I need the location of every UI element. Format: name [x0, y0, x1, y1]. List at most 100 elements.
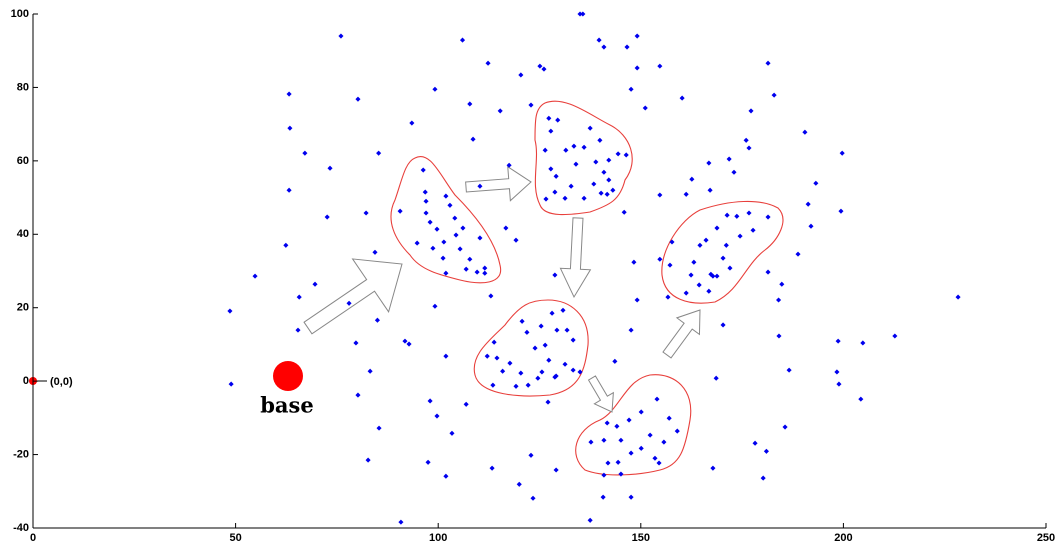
point [518, 72, 524, 78]
point [552, 189, 558, 195]
point [542, 147, 548, 153]
point [581, 144, 587, 150]
point [546, 115, 552, 121]
point [302, 150, 308, 156]
point [449, 430, 455, 436]
point [553, 467, 559, 473]
point [374, 317, 380, 323]
point [409, 120, 415, 126]
point [601, 169, 607, 175]
point [628, 450, 634, 456]
point [720, 322, 726, 328]
point [283, 242, 289, 248]
point [560, 307, 566, 313]
point [748, 108, 754, 114]
point [697, 242, 703, 248]
x-tick-label: 50 [229, 532, 241, 544]
point [683, 191, 689, 197]
point [860, 340, 866, 346]
point [355, 392, 361, 398]
point [707, 187, 713, 193]
flow-arrow [559, 217, 592, 299]
point [597, 137, 603, 143]
point [836, 381, 842, 387]
point [724, 212, 730, 218]
point [779, 281, 785, 287]
point [553, 173, 559, 179]
point [538, 323, 544, 329]
point [657, 63, 663, 69]
point [765, 214, 771, 220]
point [601, 44, 607, 50]
point [665, 294, 671, 300]
point [489, 465, 495, 471]
point [497, 108, 503, 114]
point [518, 370, 524, 376]
cluster-outline [473, 299, 589, 397]
point [805, 201, 811, 207]
point [440, 255, 446, 261]
point [776, 297, 782, 303]
point [228, 381, 234, 387]
flow-arrow [662, 309, 701, 359]
y-tick-label: 20 [17, 302, 29, 314]
point [835, 338, 841, 344]
point [519, 318, 525, 324]
point [530, 495, 536, 501]
point [460, 225, 466, 231]
point [500, 368, 506, 374]
point [554, 327, 560, 333]
point [402, 338, 408, 344]
point [562, 195, 568, 201]
point [503, 225, 509, 231]
point [623, 152, 629, 158]
point [545, 399, 551, 405]
point [482, 265, 488, 271]
point [463, 401, 469, 407]
point [604, 191, 610, 197]
point [563, 147, 569, 153]
point [452, 215, 458, 221]
y-tick-label: 60 [17, 155, 29, 167]
point [543, 196, 549, 202]
point [447, 202, 453, 208]
point [634, 33, 640, 39]
point [654, 396, 660, 402]
point [420, 167, 426, 173]
point [606, 177, 612, 183]
point [549, 310, 555, 316]
point [606, 157, 612, 163]
point [604, 420, 610, 426]
point [432, 303, 438, 309]
point [432, 86, 438, 92]
point [252, 273, 258, 279]
point [516, 481, 522, 487]
point [838, 208, 844, 214]
point [324, 214, 330, 220]
point [765, 60, 771, 66]
point [494, 355, 500, 361]
point [634, 65, 640, 71]
point [858, 396, 864, 402]
point [776, 333, 782, 339]
point [628, 327, 634, 333]
point [691, 259, 697, 265]
point [570, 367, 576, 373]
point [443, 193, 449, 199]
cluster-outline [390, 155, 502, 284]
point [683, 290, 689, 296]
point [564, 327, 570, 333]
point [802, 129, 808, 135]
cluster-outline [661, 200, 784, 304]
point [372, 249, 378, 255]
point [723, 242, 729, 248]
y-tick-label: 0 [23, 375, 29, 387]
point [743, 137, 749, 143]
point [571, 143, 577, 149]
point [813, 180, 819, 186]
point [506, 162, 512, 168]
point [542, 342, 548, 348]
point [528, 452, 534, 458]
point [546, 357, 552, 363]
point [443, 473, 449, 479]
